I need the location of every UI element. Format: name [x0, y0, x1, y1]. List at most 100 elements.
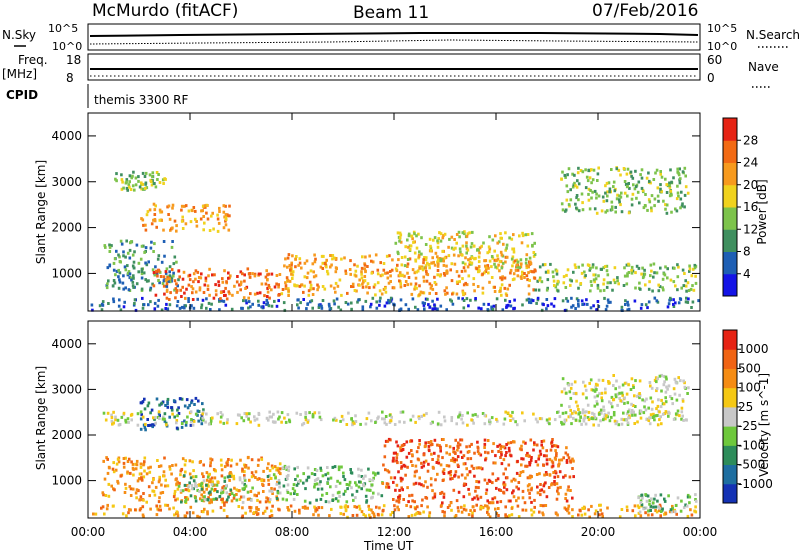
heatmap-cell [674, 301, 677, 305]
heatmap-cell [485, 488, 489, 492]
heatmap-cell [646, 208, 649, 212]
heatmap-cell [161, 178, 165, 182]
heatmap-cell [516, 423, 519, 427]
heatmap-cell [157, 508, 161, 512]
heatmap-cell [614, 205, 617, 209]
heatmap-cell [284, 477, 288, 481]
heatmap-cell [186, 406, 190, 410]
heatmap-cell [241, 500, 245, 504]
heatmap-cell [583, 384, 587, 388]
heatmap-cell [183, 463, 187, 467]
heatmap-cell [497, 240, 501, 244]
heatmap-cell [168, 465, 171, 469]
heatmap-cell [339, 512, 343, 516]
heatmap-cell [401, 443, 405, 447]
heatmap-cell [569, 489, 572, 492]
heatmap-cell [403, 420, 406, 424]
heatmap-cell [657, 283, 660, 287]
heatmap-cell [225, 500, 228, 504]
heatmap-cell [220, 491, 223, 495]
heatmap-cell [563, 387, 566, 391]
heatmap-cell [510, 237, 514, 241]
heatmap-cell [585, 298, 588, 302]
heatmap-cell [202, 463, 205, 467]
heatmap-cell [179, 397, 182, 401]
heatmap-cell [298, 261, 302, 265]
y-tick-label: 2000 [51, 221, 82, 235]
heatmap-cell [129, 413, 133, 417]
heatmap-cell [536, 420, 539, 424]
heatmap-cell [205, 203, 208, 207]
heatmap-cell [428, 291, 431, 295]
heatmap-cell [542, 484, 546, 488]
heatmap-cell [545, 288, 549, 292]
heatmap-cell [605, 285, 609, 289]
heatmap-cell [634, 514, 637, 518]
heatmap-cell [227, 228, 231, 232]
heatmap-cell [592, 412, 596, 416]
heatmap-cell [608, 400, 611, 404]
heatmap-cell [545, 458, 549, 462]
noise-tick-left-top: 10^5 [48, 22, 78, 35]
heatmap-cell [415, 246, 419, 250]
heatmap-cell [491, 472, 495, 476]
heatmap-cell [276, 410, 280, 414]
heatmap-cell [218, 210, 221, 213]
heatmap-cell [94, 512, 98, 516]
heatmap-cell [142, 492, 145, 495]
heatmap-cell [219, 420, 222, 424]
heatmap-cell [403, 284, 407, 287]
heatmap-cell [570, 382, 574, 386]
heatmap-cell [468, 231, 471, 235]
heatmap-cell [669, 189, 673, 193]
heatmap-cell [489, 501, 493, 505]
heatmap-cell [412, 482, 416, 486]
heatmap-cell [465, 234, 469, 238]
heatmap-cell [664, 410, 668, 414]
heatmap-cell [118, 280, 122, 284]
heatmap-cell [173, 513, 176, 517]
heatmap-cell [439, 423, 443, 427]
heatmap-cell [533, 268, 537, 272]
heatmap-cell [688, 264, 691, 268]
heatmap-cell [623, 274, 627, 278]
heatmap-cell [291, 487, 295, 491]
heatmap-cell [247, 296, 250, 300]
heatmap-cell [358, 283, 361, 287]
heatmap-cell [207, 301, 211, 305]
heatmap-cell [452, 446, 455, 450]
heatmap-cell [354, 274, 358, 278]
heatmap-cell [672, 387, 676, 391]
heatmap-cell [467, 258, 470, 262]
heatmap-cell [456, 463, 460, 467]
heatmap-cell [224, 219, 227, 223]
heatmap-cell [273, 285, 277, 289]
heatmap-cell [140, 267, 144, 271]
heatmap-cell [182, 270, 186, 274]
heatmap-cell [268, 469, 272, 473]
heatmap-cell [157, 410, 161, 414]
heatmap-cell [659, 187, 662, 191]
heatmap-cell [669, 168, 672, 172]
heatmap-cell [626, 274, 629, 278]
heatmap-cell [416, 505, 419, 509]
heatmap-cell [540, 308, 544, 312]
heatmap-cell [463, 482, 466, 486]
heatmap-cell [515, 471, 519, 475]
heatmap-cell [530, 298, 533, 302]
heatmap-cell [278, 491, 282, 495]
heatmap-cell [644, 511, 647, 515]
heatmap-cell [524, 441, 527, 445]
heatmap-cell [134, 508, 137, 512]
heatmap-cell [436, 239, 439, 243]
heatmap-cell [255, 506, 258, 510]
heatmap-cell [246, 267, 250, 271]
heatmap-cell [625, 412, 629, 416]
heatmap-cell [501, 308, 505, 312]
heatmap-cell [580, 513, 584, 517]
heatmap-cell [117, 275, 120, 279]
heatmap-cell [586, 179, 590, 183]
heatmap-cell [620, 305, 624, 309]
heatmap-cell [331, 254, 335, 257]
heatmap-cell [638, 411, 642, 415]
